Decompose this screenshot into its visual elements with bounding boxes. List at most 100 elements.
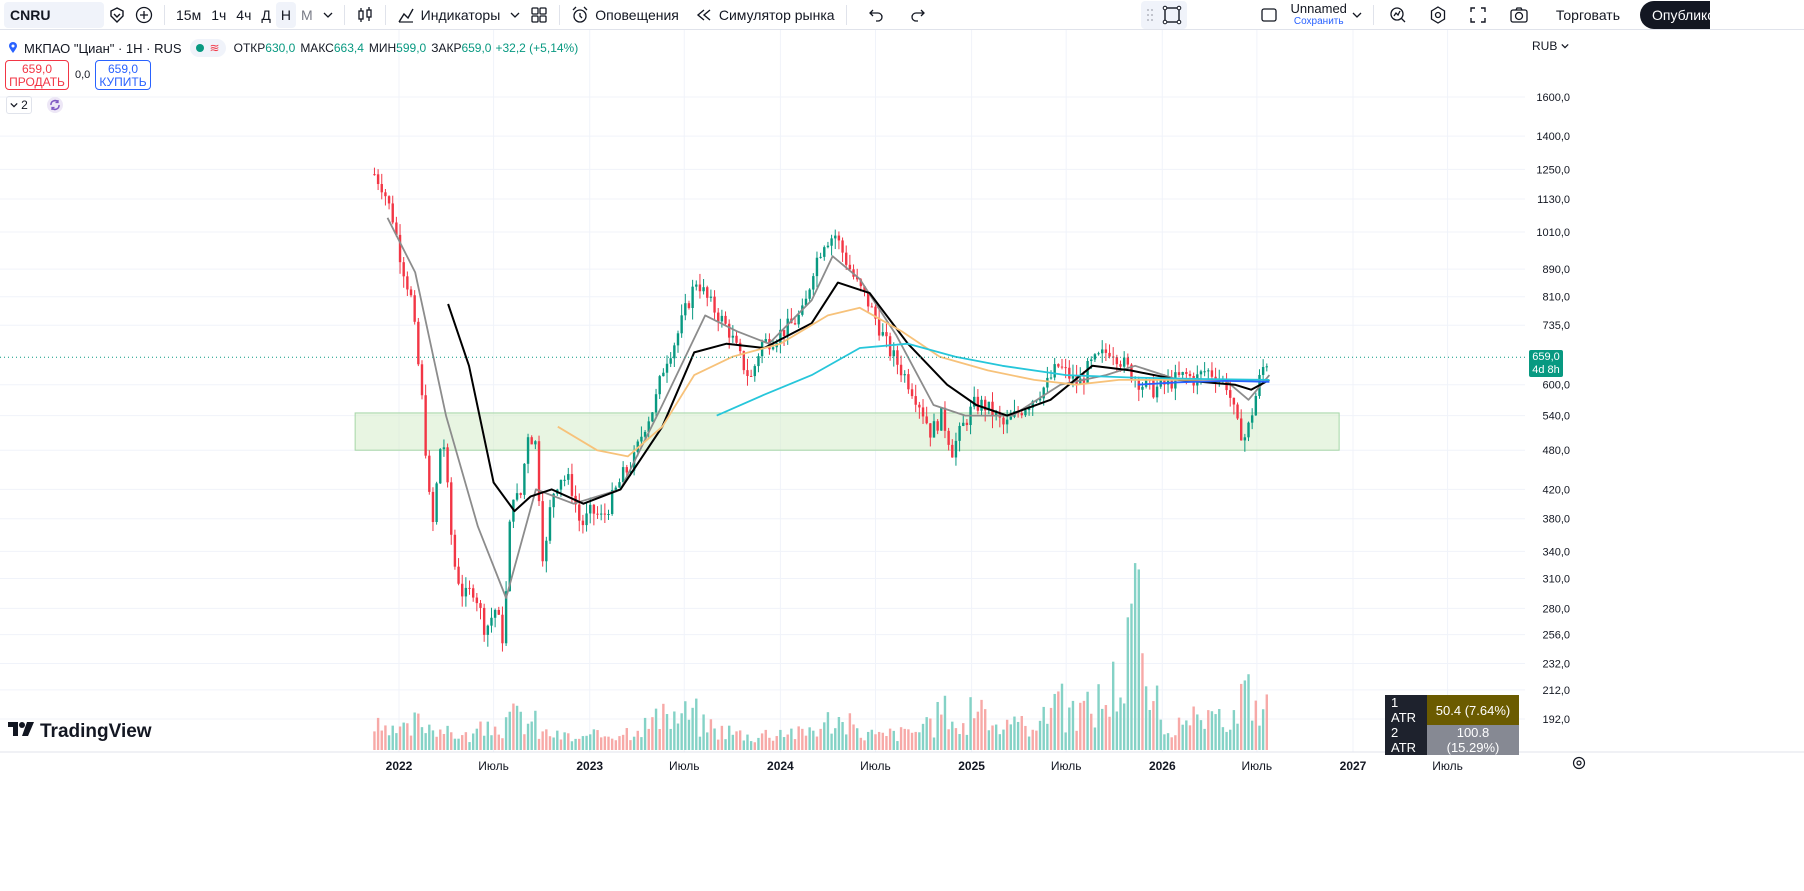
layout-name[interactable]: Unnamed Сохранить	[1291, 2, 1347, 27]
volume-bar	[830, 733, 833, 750]
volume-bar	[1057, 691, 1060, 750]
candle-up	[1144, 379, 1148, 387]
market-status[interactable]: ≋	[189, 39, 226, 57]
candle-down	[424, 395, 427, 456]
volume-bar	[493, 726, 497, 750]
buy-button[interactable]: 659,0 КУПИТЬ	[95, 60, 151, 90]
candle-down	[735, 335, 738, 343]
interval-1h[interactable]: 1ч	[211, 6, 227, 23]
candle-down	[453, 534, 457, 567]
candle-down	[947, 430, 950, 445]
layout-grid-icon	[530, 6, 548, 24]
candle-down	[845, 252, 848, 265]
volume-bar	[625, 728, 628, 750]
interval-4h[interactable]: 4ч	[236, 6, 252, 23]
redo-button[interactable]	[905, 2, 931, 28]
indicators-dropdown[interactable]	[505, 2, 525, 28]
compare-add-button[interactable]	[130, 2, 158, 28]
candle-up	[962, 422, 965, 426]
axis-settings-button[interactable]	[1572, 756, 1586, 773]
tradingview-logo[interactable]: TradingView	[8, 720, 152, 743]
templates-button[interactable]	[525, 2, 553, 28]
y-tick-label: 540,0	[1542, 411, 1570, 423]
trade-button[interactable]: Торговать	[1555, 6, 1621, 23]
volume-bar	[1049, 707, 1053, 750]
candle-up	[954, 440, 958, 458]
volume-bar	[1141, 653, 1144, 750]
undo-button[interactable]	[863, 2, 889, 28]
volume-bar	[819, 728, 822, 750]
volume-bar	[475, 728, 479, 750]
last-price-value: 659,0	[1532, 351, 1560, 363]
publish-button[interactable]: Опубликовать	[1640, 0, 1711, 29]
volume-bar	[1250, 720, 1254, 750]
indicators-collapse-button[interactable]: 2	[6, 96, 32, 114]
volume-bar	[497, 734, 500, 750]
candle-down	[431, 491, 435, 522]
interval-1mo[interactable]: М	[301, 6, 313, 23]
quick-search-button[interactable]	[1384, 2, 1412, 28]
volume-bar	[1229, 729, 1232, 750]
interval-1w-active[interactable]: Н	[275, 1, 296, 28]
volume-bars	[373, 563, 1268, 750]
volume-bar	[907, 729, 910, 750]
interval-1d[interactable]: Д	[261, 6, 271, 23]
time-axis[interactable]: 2022 Июль 2023 Июль 2024 Июль 2025 Июль 2026 Июль…	[0, 751, 1804, 773]
volume-bar	[731, 734, 735, 750]
replay-button[interactable]: Симулятор рынка	[690, 2, 840, 28]
interval-15m[interactable]: 15м	[176, 6, 202, 23]
candle-down	[713, 296, 716, 313]
volume-bar	[1163, 734, 1166, 750]
volume-bar	[596, 730, 599, 750]
currency-select[interactable]: RUB	[1532, 39, 1569, 53]
volume-bar	[417, 713, 420, 750]
volume-bar	[1133, 563, 1137, 750]
candle-down	[570, 474, 574, 496]
candle-down	[468, 587, 471, 589]
candle-down	[395, 222, 398, 235]
drawing-handle[interactable]	[1140, 0, 1187, 29]
candle-up	[658, 376, 661, 395]
price-axis[interactable]: 1600,0 1400,0 1250,0 1130,0 1010,0 890,0 810,0…	[1536, 92, 1570, 726]
volume-bar	[698, 736, 702, 750]
volume-bar	[578, 738, 581, 750]
currency-label: RUB	[1532, 39, 1558, 53]
volume-bar	[398, 726, 402, 750]
settings-button[interactable]	[1424, 2, 1452, 28]
indicators-button[interactable]: Индикаторы	[392, 2, 506, 28]
volume-bar	[599, 737, 603, 750]
symbol-search[interactable]: CNRU	[4, 1, 104, 28]
layout-name-label: Unnamed	[1290, 1, 1347, 16]
volume-bar	[1199, 720, 1203, 750]
volume-bar	[654, 708, 658, 750]
layout-dropdown[interactable]	[1347, 2, 1367, 28]
candle-down	[863, 286, 866, 292]
snapshot-button[interactable]	[1504, 2, 1534, 28]
fullscreen-button[interactable]	[1464, 2, 1492, 28]
candle-down	[376, 174, 380, 185]
volume-bar	[541, 731, 544, 750]
volume-bar	[1086, 691, 1089, 750]
sell-button[interactable]: 659,0 ПРОДАТЬ	[5, 60, 69, 90]
volume-bar	[567, 733, 570, 750]
candle-up	[435, 483, 438, 522]
candle-up	[808, 289, 811, 299]
chart-type-button[interactable]	[351, 2, 379, 28]
layout-checkbox[interactable]	[1255, 2, 1283, 28]
symbol-title[interactable]: МКПАО "Циан" · 1Н · RUS	[24, 40, 182, 56]
volume-bar	[1181, 724, 1184, 750]
candle-down	[929, 423, 932, 438]
rectangle-icon	[1162, 5, 1182, 25]
volume-bar	[870, 729, 874, 750]
interval-dropdown[interactable]	[318, 2, 338, 28]
market-open-dot	[195, 44, 204, 52]
alerts-button[interactable]: Оповещения	[566, 2, 684, 28]
sync-icon[interactable]	[47, 97, 63, 113]
candle-down	[1064, 367, 1067, 369]
symbol-info-button[interactable]	[104, 2, 130, 28]
divider	[1372, 4, 1374, 25]
candle-down	[698, 284, 702, 292]
volume-bar	[1035, 730, 1038, 750]
candle-down	[387, 196, 391, 204]
